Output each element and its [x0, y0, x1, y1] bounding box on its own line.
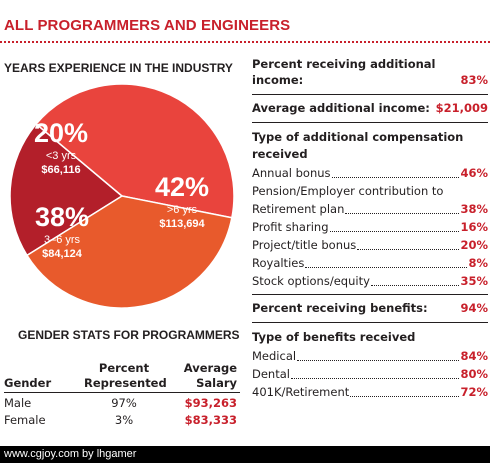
leader-dots [331, 166, 460, 178]
experience-pie-chart: 20% <3 yrs $66,116 42% >6 yrs $113,694 38% 3–6 … [9, 83, 235, 309]
leader-dots [297, 349, 460, 361]
item-value: 8% [468, 256, 488, 270]
list-item: Profit sharing 16% [252, 218, 488, 236]
header-salary-line1: Average [183, 361, 237, 375]
slice-salary-label: $66,116 [41, 164, 80, 176]
slice-range-label: <3 yrs [46, 150, 77, 162]
item-label: Annual bonus [252, 166, 331, 180]
list-item: Dental 80% [252, 365, 488, 383]
slice-percent-label: 42% [155, 172, 209, 202]
additional-income-value: 83% [460, 73, 488, 87]
divider [252, 294, 488, 295]
item-label: Medical [252, 349, 297, 363]
header-percent-line2: Represented [84, 376, 167, 390]
item-value: 46% [460, 166, 488, 180]
title-divider [0, 41, 490, 43]
footer-credit: www.cgjoy.com by lhgamer [0, 446, 490, 463]
benefits-row: Percent receiving benefits: 94% [252, 301, 488, 318]
benefit-types-title: Type of benefits received [252, 330, 416, 344]
list-item: Stock options/equity 35% [252, 272, 488, 290]
list-item: Annual bonus 46% [252, 164, 488, 182]
gender-table-header: Gender Percent Represented Average Salar… [4, 357, 240, 393]
list-item: Retirement plan 38% [252, 200, 488, 218]
item-value: 80% [460, 367, 488, 381]
leader-dots [329, 220, 460, 232]
header-salary: Average Salary [184, 361, 237, 391]
item-label: 401K/Retirement [252, 385, 350, 399]
benefits-value: 94% [460, 301, 488, 315]
compensation-title-2: received [252, 147, 308, 161]
compensation-block: Type of additional compensation received… [252, 129, 488, 290]
benefits-block: Percent receiving benefits: 94% [252, 301, 488, 318]
list-item: Pension/Employer contribution to [252, 182, 488, 200]
slice-percent-label: 38% [35, 202, 89, 232]
divider [252, 94, 488, 95]
page-title: ALL PROGRAMMERS AND ENGINEERS [4, 17, 291, 34]
average-income-row: Average additional income: $21,009 [252, 101, 488, 118]
item-label: Project/title bonus [252, 238, 357, 252]
table-row: Female 3% $83,333 [4, 410, 240, 427]
slice-salary-label: $113,694 [159, 218, 205, 230]
slice-range-label: >6 yrs [167, 204, 198, 216]
row-percent: 97% [111, 396, 137, 410]
leader-dots [350, 385, 460, 397]
benefit-types-block: Type of benefits received Medical 84% Den… [252, 329, 488, 401]
gender-table: Gender Percent Represented Average Salar… [4, 357, 240, 427]
header-salary-line2: Salary [196, 376, 237, 390]
item-label: Profit sharing [252, 220, 329, 234]
item-label: Retirement plan [252, 202, 345, 216]
table-row: Male 97% $93,263 [4, 393, 240, 410]
list-item: 401K/Retirement 72% [252, 383, 488, 401]
slice-range-label: 3–6 yrs [44, 234, 81, 246]
average-income-block: Average additional income: $21,009 [252, 101, 488, 118]
compensation-panel: Percent receiving additional income: 83%… [252, 56, 488, 401]
pie-outline [9, 83, 235, 309]
divider [252, 322, 488, 323]
leader-dots [305, 256, 468, 268]
pie-chart-title: YEARS EXPERIENCE IN THE INDUSTRY [4, 61, 233, 75]
additional-income-label-1: Percent receiving additional [252, 57, 436, 71]
item-value: 35% [460, 274, 488, 288]
row-gender: Male [4, 396, 32, 410]
list-item: Medical 84% [252, 347, 488, 365]
item-value: 38% [460, 202, 488, 216]
row-percent: 3% [114, 413, 134, 427]
row-salary: $93,263 [184, 396, 237, 410]
header-percent: Percent Represented [84, 361, 167, 391]
leader-dots [357, 238, 460, 250]
row-gender: Female [4, 413, 46, 427]
leader-dots [370, 274, 460, 286]
benefits-label: Percent receiving benefits: [252, 301, 428, 315]
item-value: 20% [460, 238, 488, 252]
leader-dots [290, 367, 460, 379]
additional-income-label-2: income: [252, 73, 304, 87]
gender-section-title: GENDER STATS FOR PROGRAMMERS [18, 328, 240, 342]
row-salary: $83,333 [184, 413, 237, 427]
item-value: 72% [460, 385, 488, 399]
divider [252, 122, 488, 123]
item-label: Pension/Employer contribution to [252, 184, 444, 198]
leader-dots [345, 202, 460, 214]
header-percent-line1: Percent [98, 361, 150, 375]
header-gender: Gender [4, 376, 52, 390]
additional-income-row: income: 83% [252, 73, 488, 90]
slice-salary-label: $84,124 [42, 248, 83, 260]
slice-percent-label: 20% [34, 118, 88, 148]
average-income-label: Average additional income: [252, 101, 430, 115]
compensation-title-1: Type of additional compensation [252, 130, 464, 144]
average-income-value: $21,009 [435, 101, 488, 115]
list-item: Royalties 8% [252, 254, 488, 272]
item-label: Stock options/equity [252, 274, 370, 288]
item-value: 16% [460, 220, 488, 234]
item-label: Royalties [252, 256, 305, 270]
item-label: Dental [252, 367, 290, 381]
item-value: 84% [460, 349, 488, 363]
additional-income-block: Percent receiving additional income: 83% [252, 56, 488, 90]
list-item: Project/title bonus 20% [252, 236, 488, 254]
